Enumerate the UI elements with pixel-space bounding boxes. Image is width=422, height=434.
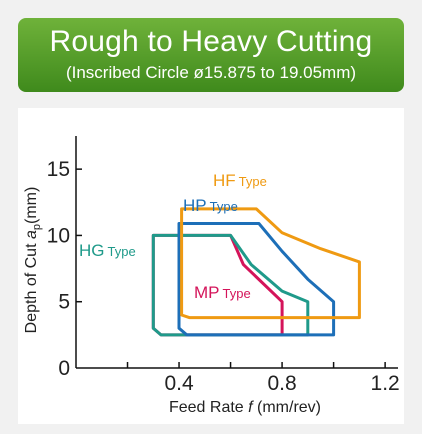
chart-panel xyxy=(18,108,404,424)
x-axis-label: Feed Rate f (mm/rev) xyxy=(169,399,321,416)
page-subtitle: (Inscribed Circle ø15.875 to 19.05mm) xyxy=(65,63,357,82)
chart-regions xyxy=(151,207,361,337)
series-hf-region xyxy=(180,207,361,320)
page-title: Rough to Heavy Cutting xyxy=(49,25,373,58)
chart-axes: 0.4 0.8 1.2 0 5 10 15 Feed Rate f (mm/rev) Depth… xyxy=(23,136,400,416)
x-tick-label: 0.8 xyxy=(267,372,296,395)
x-tick-label: 0.4 xyxy=(164,372,194,395)
chart-labels: HF Type HP Type HG Type MP Type xyxy=(79,171,267,302)
x-tick-label: 1.2 xyxy=(371,372,400,395)
y-axis-label: Depth of Cut ap(mm) xyxy=(23,187,43,334)
header-banner: Rough to Heavy Cutting (Inscribed Circle… xyxy=(18,18,404,92)
series-mp-label: MP Type xyxy=(194,283,251,302)
y-tick-label: 15 xyxy=(47,158,70,181)
y-tick-label: 10 xyxy=(47,224,70,247)
y-tick-label: 5 xyxy=(58,291,70,314)
y-tick-label: 0 xyxy=(58,357,70,380)
series-hp-region xyxy=(177,222,336,337)
series-hg-label: HG Type xyxy=(79,241,136,260)
series-hf-label: HF Type xyxy=(213,171,267,190)
series-hp-label: HP Type xyxy=(183,196,238,215)
